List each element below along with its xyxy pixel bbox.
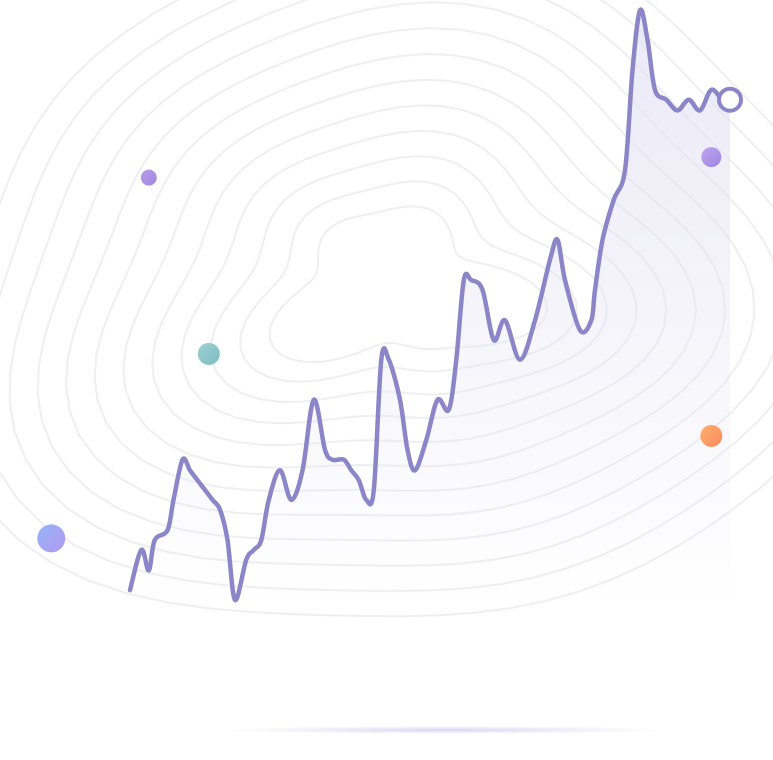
bottom-glow: [225, 726, 665, 734]
area-layer: [130, 9, 730, 610]
series-area-fill: [130, 9, 730, 610]
decorative-points: [37, 147, 723, 553]
series-line: [127, 7, 733, 603]
line-layer: [127, 7, 743, 603]
contour-ring: [268, 205, 549, 364]
decorative-dot: [197, 342, 220, 365]
series-end-marker: [717, 86, 743, 113]
decorative-dot: [700, 424, 723, 447]
decorative-dot: [37, 524, 66, 553]
decorative-dot: [701, 147, 722, 168]
decorative-dot: [140, 169, 157, 186]
